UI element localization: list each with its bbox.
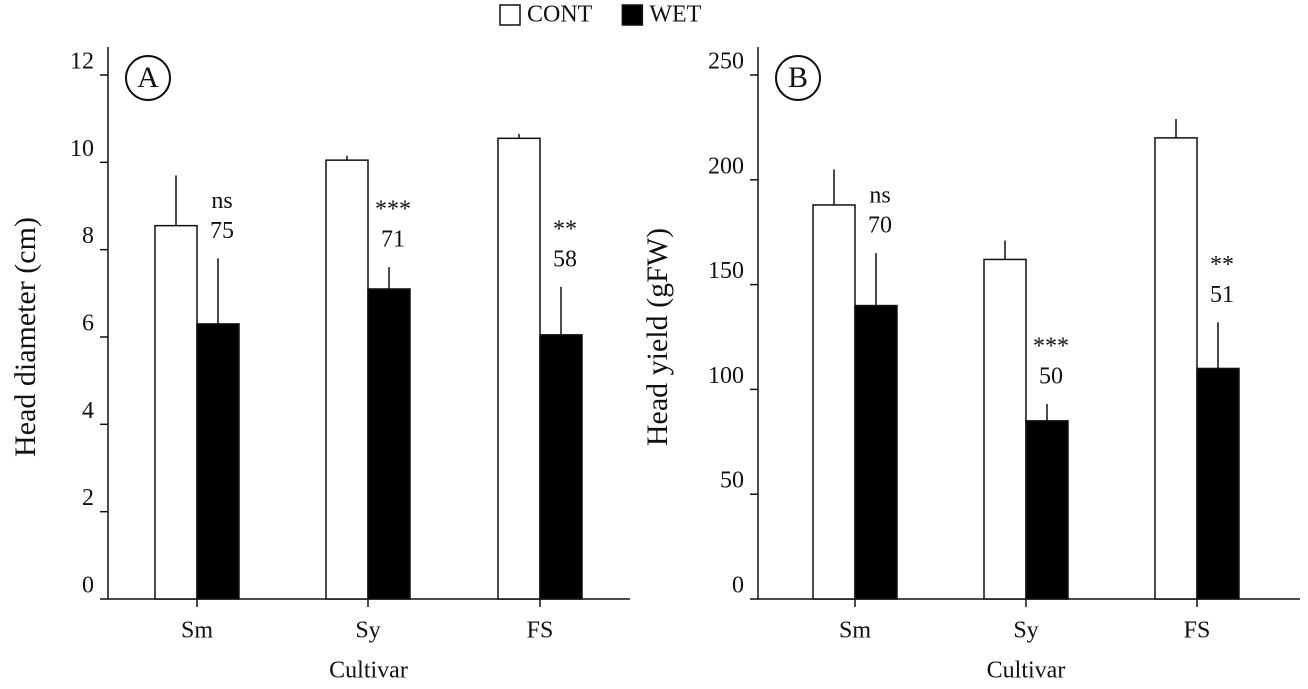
y-tick-label: 150	[708, 258, 744, 284]
significance-label: **	[1210, 252, 1234, 278]
y-axis-title: Head diameter (cm)	[9, 217, 42, 457]
bar	[1154, 137, 1198, 600]
x-tick-label: FS	[527, 618, 554, 644]
bar	[539, 334, 583, 600]
bar	[1196, 367, 1240, 600]
percent-label: 70	[868, 213, 892, 239]
significance-label: ns	[869, 183, 890, 209]
panel-badge	[125, 55, 171, 101]
percent-label: 71	[381, 227, 405, 253]
percent-label: 51	[1210, 282, 1234, 308]
bar	[367, 288, 411, 600]
y-tick-label: 6	[82, 311, 94, 337]
bar	[154, 224, 198, 600]
y-tick-label: 10	[70, 136, 94, 162]
percent-label: 50	[1039, 364, 1063, 390]
y-tick-label: 0	[82, 573, 94, 599]
panel-label: A	[137, 61, 159, 94]
significance-label: **	[553, 216, 577, 242]
bar	[1025, 420, 1069, 600]
x-tick-label: Sy	[355, 618, 380, 644]
y-tick-label: 12	[70, 49, 94, 75]
significance-label: ns	[211, 188, 232, 214]
legend-label: CONT	[527, 2, 593, 28]
significance-label: ***	[1033, 334, 1069, 360]
bar	[196, 323, 240, 600]
legend-swatch	[499, 4, 521, 26]
y-tick-label: 200	[708, 153, 744, 179]
bar	[325, 159, 369, 600]
y-axis-title: Head yield (gFW)	[641, 228, 674, 446]
x-axis-title: Cultivar	[987, 658, 1066, 684]
x-tick-label: FS	[1184, 618, 1211, 644]
percent-label: 58	[553, 246, 577, 272]
bar	[812, 204, 856, 600]
percent-label: 75	[210, 218, 234, 244]
legend-swatch	[621, 4, 644, 26]
panel-label: B	[788, 61, 808, 94]
x-tick-label: Sm	[839, 618, 871, 644]
y-tick-label: 2	[82, 485, 94, 511]
y-tick-label: 8	[82, 223, 94, 249]
x-tick-label: Sy	[1013, 618, 1038, 644]
y-tick-label: 250	[708, 49, 744, 75]
panel-badge	[775, 55, 821, 101]
legend-label: WET	[649, 2, 701, 28]
bar	[497, 137, 541, 600]
y-tick-label: 50	[720, 468, 744, 494]
x-axis-title: Cultivar	[329, 658, 408, 684]
x-tick-label: Sm	[181, 618, 213, 644]
bar	[854, 304, 898, 600]
y-tick-label: 4	[82, 398, 94, 424]
y-tick-label: 100	[708, 363, 744, 389]
bar	[983, 258, 1027, 600]
y-tick-label: 0	[732, 573, 744, 599]
significance-label: ***	[375, 197, 411, 223]
